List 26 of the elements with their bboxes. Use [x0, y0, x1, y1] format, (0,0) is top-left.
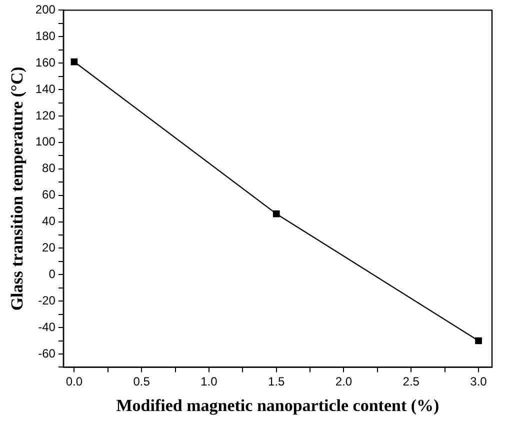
x-tick-label: 1.5 — [268, 374, 286, 389]
y-tick-label: -60 — [38, 346, 56, 360]
x-tick-label: 3.0 — [470, 374, 488, 389]
y-tick-label: 200 — [35, 2, 56, 17]
x-tick-label: 0.5 — [133, 374, 150, 389]
point — [70, 58, 78, 66]
y-tick-label: 80 — [42, 161, 56, 176]
y-tick-label: -40 — [38, 320, 56, 334]
y-tick-label: 100 — [35, 134, 56, 149]
x-axis-title: Modified magnetic nanoparticle content (%) — [116, 396, 440, 416]
y-tick-label: 40 — [42, 214, 56, 228]
x-tick-label: 0.0 — [66, 374, 83, 389]
y-axis-title: Glass transition temperature (°C) — [8, 66, 27, 311]
y-tick-label: 0 — [48, 266, 56, 281]
y-tick-label: 60 — [42, 188, 56, 202]
y-tick-label: 180 — [35, 28, 56, 43]
y-tick-label: 120 — [35, 108, 56, 122]
point — [272, 210, 280, 218]
x-tick-label: 1.0 — [200, 374, 218, 389]
y-tick-label: 160 — [35, 55, 56, 70]
x-tick-label: 2.0 — [335, 374, 352, 389]
point — [475, 337, 482, 344]
y-tick-label: 140 — [35, 82, 56, 96]
x-tick-label: 2.5 — [402, 374, 420, 389]
y-tick-label: 20 — [42, 240, 56, 255]
y-tick-label: -20 — [38, 293, 56, 308]
